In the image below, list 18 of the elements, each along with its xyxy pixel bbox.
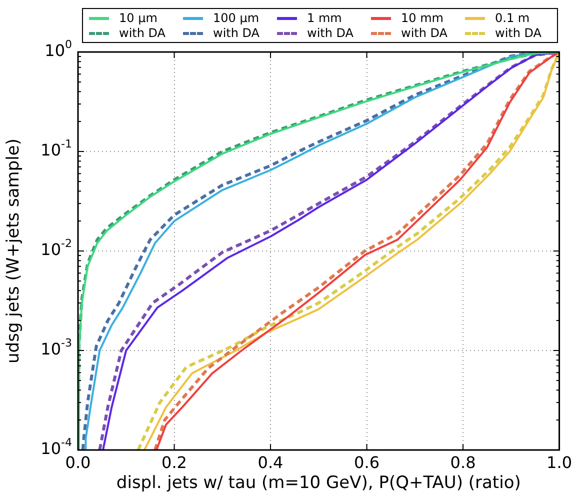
legend-label: 0.1 m [495, 11, 530, 25]
y-axis-title: udsg jets (W+jets sample) [4, 138, 24, 364]
x-axis-title: displ. jets w/ tau (m=10 GeV), P(Q+TAU) (ratio) [116, 473, 521, 494]
x-tick-label: 0.2 [162, 452, 187, 472]
legend-label: 1 mm [307, 11, 342, 25]
x-tick-label: 0.8 [450, 452, 476, 472]
legend-label: with DA [495, 26, 542, 40]
legend-label: 100 μm [213, 11, 260, 25]
x-tick-label: 0.4 [258, 452, 284, 472]
legend-label: with DA [119, 26, 166, 40]
x-tick-label: 1.0 [546, 452, 572, 472]
legend-label: 10 mm [401, 11, 444, 25]
legend-label: with DA [213, 26, 260, 40]
legend-label: 10 μm [119, 11, 158, 25]
legend-label: with DA [307, 26, 354, 40]
legend-label: with DA [401, 26, 448, 40]
x-tick-label: 0.6 [354, 452, 380, 472]
x-tick-label: 0.0 [65, 452, 91, 472]
